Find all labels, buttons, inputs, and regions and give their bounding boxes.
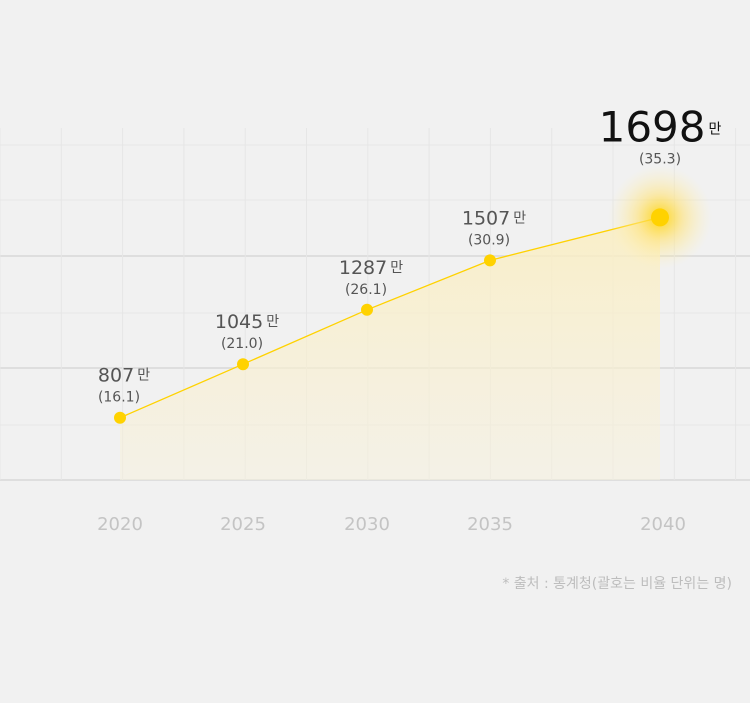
share-label: (16.1) <box>98 390 140 406</box>
unit: 만 <box>266 314 279 330</box>
x-tick-label: 2040 <box>640 514 686 535</box>
unit: 만 <box>390 260 403 276</box>
value-label: 1698 만 <box>599 102 722 151</box>
x-tick-label: 2020 <box>97 514 143 535</box>
share-label: (21.0) <box>221 336 263 352</box>
share-label: (35.3) <box>639 151 681 167</box>
x-tick-label: 2035 <box>467 514 513 535</box>
value: 1045 <box>215 311 263 333</box>
value: 1507 <box>462 207 510 229</box>
value-label: 1507 만 <box>462 207 526 229</box>
x-tick-label: 2025 <box>220 514 266 535</box>
point <box>361 303 373 316</box>
share-label: (26.1) <box>345 282 387 298</box>
value: 1287 <box>339 256 387 278</box>
unit: 만 <box>137 368 150 384</box>
value-label: 1045 만 <box>215 311 279 333</box>
value: 807 <box>98 364 134 386</box>
x-tick-label: 2030 <box>344 514 390 535</box>
source-note: * 출처 : 통계청(괄호는 비율 단위는 명) <box>502 576 732 592</box>
point <box>651 208 669 227</box>
value-label: 807 만 <box>98 364 150 386</box>
unit: 만 <box>709 121 722 137</box>
point <box>237 358 249 371</box>
point <box>114 411 126 424</box>
value: 1698 <box>599 102 706 151</box>
area <box>120 217 660 480</box>
value-label: 1287 만 <box>339 256 403 278</box>
point <box>484 254 496 267</box>
unit: 만 <box>513 210 526 226</box>
share-label: (30.9) <box>468 232 510 248</box>
